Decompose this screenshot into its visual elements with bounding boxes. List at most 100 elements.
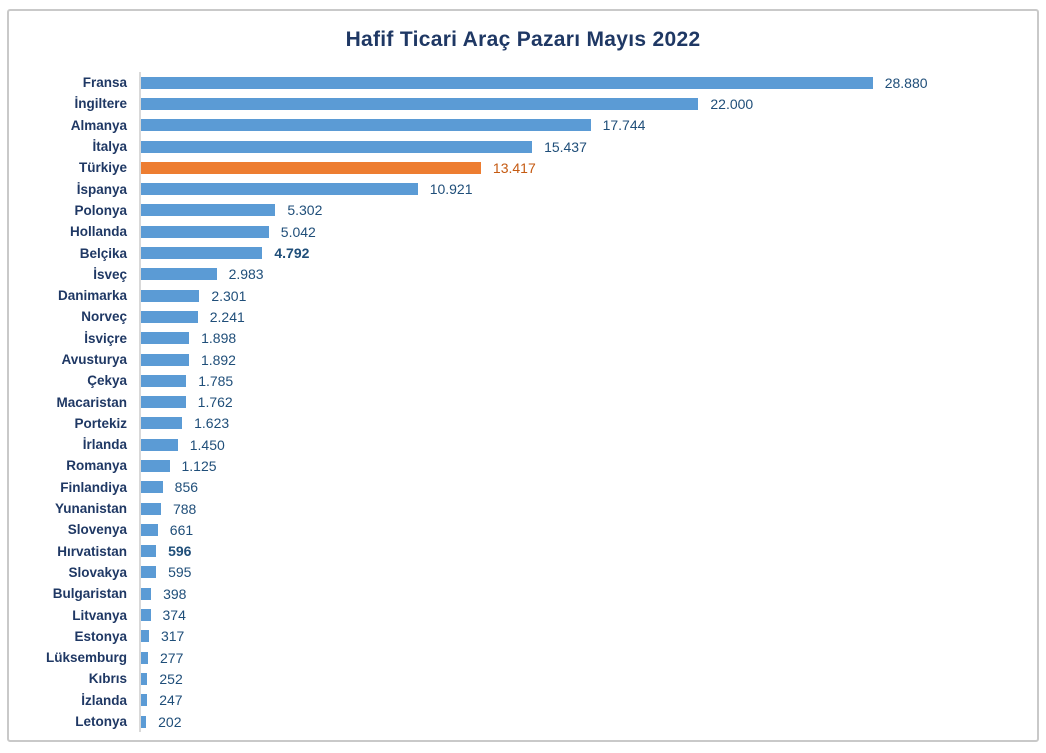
chart-row: İngiltere 22.000 [17, 93, 1027, 114]
chart-row: Yunanistan 788 [17, 498, 1027, 519]
bar [141, 438, 178, 451]
category-label: Slovakya [68, 564, 127, 580]
value-label: 22.000 [710, 95, 754, 112]
value-label: 202 [158, 713, 182, 730]
category-label: Kıbrıs [88, 671, 127, 687]
bar-track: 1.623 [139, 413, 1027, 434]
bar-track: 15.437 [139, 136, 1027, 157]
chart-row: Hırvatistan 596 [17, 541, 1027, 562]
chart-row: Litvanya 374 [17, 604, 1027, 625]
category-label: Litvanya [72, 607, 127, 623]
value-label: 17.744 [602, 117, 646, 134]
value-label: 28.880 [884, 74, 928, 91]
category-label: Çekya [87, 373, 127, 389]
category-label: Danimarka [57, 288, 127, 304]
value-label: 596 [168, 543, 192, 560]
bar-track: 856 [139, 477, 1027, 498]
bar [141, 694, 148, 707]
chart-row: Letonya 202 [17, 711, 1027, 732]
chart-row: Bulgaristan 398 [17, 583, 1027, 604]
category-label: Romanya [66, 458, 127, 474]
bar [141, 481, 163, 494]
bar [141, 289, 200, 302]
chart-row: İsveç 2.983 [17, 264, 1027, 285]
chart-frame: Hafif Ticari Araç Pazarı Mayıs 2022 Fran… [7, 9, 1039, 742]
bar [141, 161, 481, 174]
bar [141, 630, 149, 643]
bar-track: 1.450 [139, 434, 1027, 455]
value-label: 5.302 [287, 202, 323, 219]
value-label: 15.437 [544, 138, 587, 155]
bar-track: 1.892 [139, 349, 1027, 370]
category-label: İtalya [92, 139, 127, 155]
chart-row: Portekiz 1.623 [17, 413, 1027, 434]
category-label: İsveç [93, 266, 127, 282]
value-label: 398 [163, 585, 187, 602]
value-label: 247 [159, 692, 183, 709]
bar [141, 396, 186, 409]
chart-row: Romanya 1.125 [17, 455, 1027, 476]
bar-track: 17.744 [139, 115, 1027, 136]
bar [141, 566, 157, 579]
category-label: Türkiye [78, 160, 127, 176]
bar-track: 1.898 [139, 328, 1027, 349]
value-label: 277 [160, 649, 184, 666]
chart-row: Hollanda 5.042 [17, 221, 1027, 242]
bar-track: 5.042 [139, 221, 1027, 242]
bar [141, 651, 148, 664]
value-label: 4.792 [274, 245, 310, 262]
value-label: 2.301 [211, 287, 247, 304]
bar [141, 523, 158, 536]
bar-track: 4.792 [139, 242, 1027, 263]
bar-track: 1.785 [139, 370, 1027, 391]
category-label: Estonya [74, 628, 127, 644]
category-label: İzlanda [81, 692, 127, 708]
category-label: Hırvatistan [57, 543, 127, 559]
bar [141, 715, 147, 728]
chart-row: Macaristan 1.762 [17, 391, 1027, 412]
bar [141, 268, 217, 281]
category-label: Finlandiya [60, 479, 127, 495]
bar [141, 119, 591, 132]
chart-row: Belçika 4.792 [17, 242, 1027, 263]
value-label: 788 [172, 500, 197, 517]
value-label: 1.762 [197, 394, 233, 411]
bar-track: 13.417 [139, 157, 1027, 178]
bar [141, 545, 157, 558]
chart-row: Danimarka 2.301 [17, 285, 1027, 306]
chart-row: Avusturya 1.892 [17, 349, 1027, 370]
bar-track: 252 [139, 668, 1027, 689]
bar [141, 587, 152, 600]
value-label: 2.983 [228, 266, 264, 283]
chart-row: İspanya 10.921 [17, 178, 1027, 199]
chart-row: Estonya 317 [17, 626, 1027, 647]
value-label: 374 [162, 607, 186, 624]
chart-row: Türkiye 13.417 [17, 157, 1027, 178]
bar [141, 97, 699, 110]
category-label: İsviçre [84, 330, 127, 346]
category-label: İngiltere [74, 96, 127, 112]
chart-row: Kıbrıs 252 [17, 668, 1027, 689]
bar [141, 76, 873, 89]
category-label: Almanya [70, 117, 127, 133]
bar-track: 788 [139, 498, 1027, 519]
chart-row: Fransa 28.880 [17, 72, 1027, 93]
bar-track: 28.880 [139, 72, 1027, 93]
chart-row: Polonya 5.302 [17, 200, 1027, 221]
category-label: Slovenya [67, 522, 127, 538]
value-label: 595 [168, 564, 192, 581]
value-label: 252 [159, 670, 183, 687]
value-label: 1.892 [200, 351, 236, 368]
value-label: 317 [160, 628, 185, 645]
category-label: İspanya [76, 181, 127, 197]
category-label: Norveç [81, 309, 127, 325]
value-label: 2.241 [209, 308, 245, 325]
chart-row: Lüksemburg 277 [17, 647, 1027, 668]
value-label: 856 [174, 479, 199, 496]
bar [141, 140, 533, 153]
chart-row: İtalya 15.437 [17, 136, 1027, 157]
chart-plot-area: Fransa 28.880 İngiltere 22.000 Almanya 1… [17, 72, 1027, 732]
bar-track: 202 [139, 711, 1027, 732]
bar-track: 398 [139, 583, 1027, 604]
value-label: 5.042 [280, 223, 316, 240]
